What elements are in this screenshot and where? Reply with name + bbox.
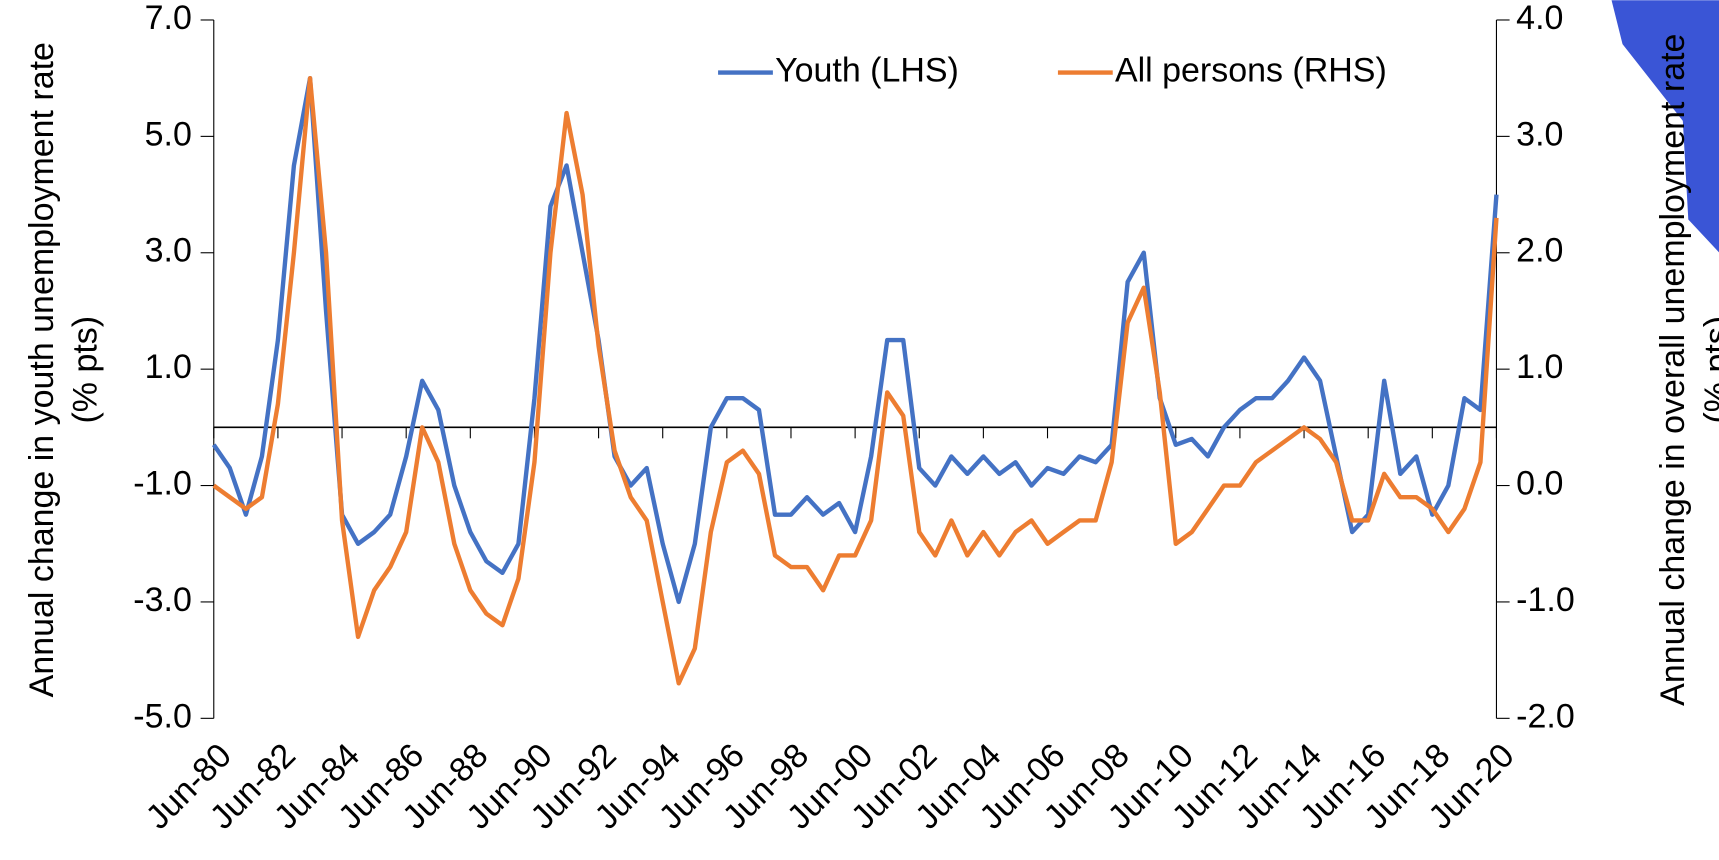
y-tick-label: 3.0 [145, 232, 192, 270]
corner-decoration [1611, 0, 1719, 253]
series-line [211, 76, 1499, 605]
y2-tick-label: -2.0 [1516, 697, 1575, 735]
y-tick-label: 5.0 [145, 115, 192, 153]
y2-tick-label: 3.0 [1516, 115, 1563, 153]
series-line [212, 76, 1499, 686]
y-axis-title: Annual change in youth unemployment rate… [23, 42, 105, 697]
y-tick-label: -3.0 [133, 581, 192, 619]
y2-tick-label: 1.0 [1516, 348, 1563, 386]
y2-tick-label: -1.0 [1516, 581, 1575, 619]
legend-label: Youth (LHS) [775, 52, 959, 90]
y2-tick-label: 0.0 [1516, 465, 1563, 503]
y-tick-label: -5.0 [133, 697, 192, 735]
y2-axis-title: Annual change in overall unemployment ra… [1654, 34, 1719, 706]
y-tick-label: 7.0 [145, 0, 192, 37]
y2-tick-label: 4.0 [1516, 0, 1563, 37]
legend-label: All persons (RHS) [1115, 52, 1387, 90]
y2-tick-label: 2.0 [1516, 232, 1563, 270]
y-tick-label: -1.0 [133, 465, 192, 503]
y-tick-label: 1.0 [145, 348, 192, 386]
